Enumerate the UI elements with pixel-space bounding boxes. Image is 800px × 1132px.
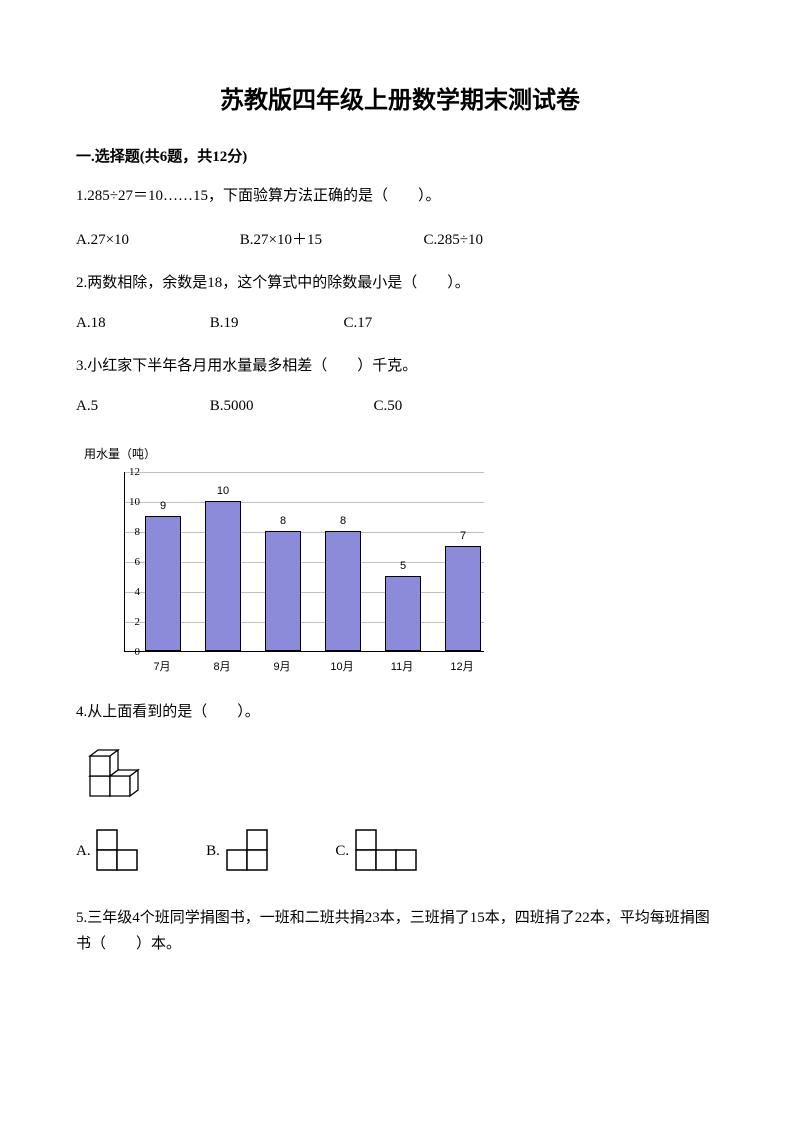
chart-bar: 8: [325, 531, 361, 651]
chart-bar-fill: [445, 546, 481, 651]
water-chart: 用水量（吨） 9108857 0246810127月8月9月10月11月12月: [76, 445, 724, 674]
chart-ytick: 12: [110, 466, 140, 478]
q2-opt-b: B.19: [210, 315, 340, 332]
q1-text: 1.285÷27＝10……15，下面验算方法正确的是（ ）。: [76, 184, 724, 208]
shape-c-icon: [353, 827, 421, 876]
q3-opt-c: C.50: [374, 398, 403, 415]
chart-bar: 7: [445, 546, 481, 651]
chart-bar-label: 7: [445, 530, 481, 542]
q2-opt-c: C.17: [344, 315, 373, 332]
q1-opt-c: C.285÷10: [424, 232, 484, 249]
chart-ytick: 0: [110, 646, 140, 658]
shape-b-icon: [224, 827, 272, 876]
chart-ytick: 6: [110, 556, 140, 568]
q4-opt-c-label: C.: [335, 843, 349, 859]
chart-bar-label: 5: [385, 560, 421, 572]
chart-ytick: 8: [110, 526, 140, 538]
q1-options: A.27×10 B.27×10＋15 C.285÷10: [76, 228, 724, 249]
chart-bar: 10: [205, 501, 241, 651]
q3-text: 3.小红家下半年各月用水量最多相差（ ）千克。: [76, 354, 724, 378]
section-header: 一.选择题(共6题，共12分): [76, 145, 724, 166]
chart-ylabel: 用水量（吨）: [84, 445, 724, 462]
cubes-figure: [82, 744, 724, 807]
chart-ytick: 4: [110, 586, 140, 598]
q1-opt-b: B.27×10＋15: [240, 228, 420, 249]
chart-bar-fill: [145, 516, 181, 651]
q4-opt-c: C.: [335, 827, 421, 876]
q4-options: A. B. C.: [76, 827, 724, 876]
q4-opt-a-label: A.: [76, 843, 91, 859]
chart-xtick: 9月: [262, 658, 302, 674]
chart-bar: 8: [265, 531, 301, 651]
q4-opt-b-label: B.: [206, 843, 220, 859]
chart-xtick: 7月: [142, 658, 182, 674]
q4-text: 4.从上面看到的是（ ）。: [76, 700, 724, 724]
chart-bar-label: 10: [205, 485, 241, 497]
chart-bar-fill: [205, 501, 241, 651]
q2-text: 2.两数相除，余数是18，这个算式中的除数最小是（ ）。: [76, 271, 724, 295]
chart-xtick: 8月: [202, 658, 242, 674]
q5-text: 5.三年级4个班同学捐图书，一班和二班共捐23本，三班捐了15本，四班捐了22本…: [76, 906, 724, 957]
chart-ytick: 10: [110, 496, 140, 508]
chart-xtick: 12月: [442, 658, 482, 674]
q1-opt-a: A.27×10: [76, 232, 236, 249]
chart-bar-fill: [325, 531, 361, 651]
chart-bar-label: 9: [145, 500, 181, 512]
chart-xtick: 11月: [382, 658, 422, 674]
chart-bar-fill: [265, 531, 301, 651]
cubes-svg: [82, 744, 160, 802]
page-title: 苏教版四年级上册数学期末测试卷: [76, 80, 724, 115]
q2-options: A.18 B.19 C.17: [76, 315, 724, 332]
q3-opt-a: A.5: [76, 398, 206, 415]
chart-xtick: 10月: [322, 658, 362, 674]
q3-options: A.5 B.5000 C.50: [76, 398, 724, 415]
chart-bar: 9: [145, 516, 181, 651]
chart-bar-fill: [385, 576, 421, 651]
chart-plot: 9108857: [124, 472, 484, 652]
chart-bar-label: 8: [265, 515, 301, 527]
q4-opt-a: A.: [76, 827, 142, 876]
chart-ytick: 2: [110, 616, 140, 628]
shape-a-icon: [94, 827, 142, 876]
chart-gridline: [125, 472, 484, 473]
q3-opt-b: B.5000: [210, 398, 370, 415]
chart-area: 9108857 0246810127月8月9月10月11月12月: [86, 464, 506, 674]
q2-opt-a: A.18: [76, 315, 206, 332]
chart-bar-label: 8: [325, 515, 361, 527]
page: 苏教版四年级上册数学期末测试卷 一.选择题(共6题，共12分) 1.285÷27…: [0, 0, 800, 1132]
q4-opt-b: B.: [206, 827, 272, 876]
chart-bar: 5: [385, 576, 421, 651]
